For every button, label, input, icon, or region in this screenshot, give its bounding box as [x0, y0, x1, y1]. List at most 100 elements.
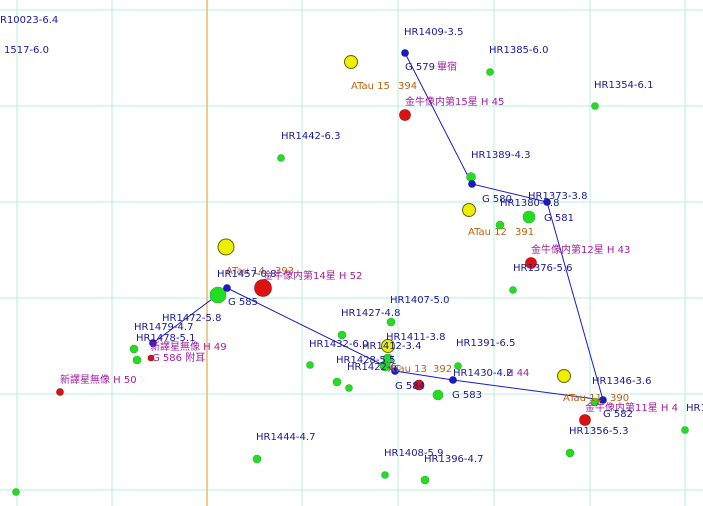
star-marker-green-18[interactable] — [432, 389, 444, 401]
star-marker-red-5[interactable] — [147, 354, 155, 362]
star-label-hr: R10023-6.4 — [0, 15, 58, 26]
star-label-hr: HR1430-4.2 — [453, 368, 512, 379]
star-label-chinese: G 586 附耳 — [152, 351, 205, 364]
star-label-hr: HR1356-5.3 — [569, 426, 628, 437]
star-label-hr: HR1408-5.9 — [384, 448, 443, 459]
star-label-gaia: ATau 14 — [226, 266, 265, 277]
star-label-hr: HR1409-3.5 — [404, 27, 463, 38]
star-marker-green-10[interactable] — [129, 344, 139, 354]
star-label-chinese: 畢宿 — [437, 60, 457, 73]
star-marker-green-7[interactable] — [209, 286, 227, 304]
star-marker-blue-3[interactable] — [223, 284, 231, 292]
star-marker-green-16[interactable] — [332, 377, 342, 387]
star-marker-green-11[interactable] — [132, 355, 142, 365]
star-label-g: G 584 — [395, 381, 425, 392]
star-label-hr: HR1411-3.8 — [386, 332, 445, 343]
star-marker-green-12[interactable] — [306, 361, 314, 369]
star-label-hr: HR1380-4.8 — [500, 198, 559, 209]
star-label-hr: HR1373-3.8 — [528, 191, 587, 202]
star-marker-green-20[interactable] — [681, 426, 689, 434]
star-marker-green-5[interactable] — [522, 210, 536, 224]
star-marker-green-23[interactable] — [381, 471, 389, 479]
star-label-gaia: ATau 15 — [351, 81, 390, 92]
star-label-hr: HR1407-5.0 — [390, 295, 449, 306]
star-label-hr: HR1432-6.0 — [309, 339, 368, 350]
star-label-hr: 1517-6.0 — [4, 45, 49, 56]
star-label-g: G 580 — [482, 194, 512, 205]
star-label-chinese: 金牛像内第11星 H 4 — [585, 401, 678, 414]
star-marker-green-6[interactable] — [509, 286, 517, 294]
star-marker-yellow-3[interactable] — [381, 339, 395, 353]
star-label-hr: HR1422-6 — [347, 362, 397, 373]
star-label-chinese: 新譯星無像 H 50 — [60, 373, 137, 386]
star-label-chinese: 金牛像内第15星 H 45 — [405, 95, 504, 108]
star-marker-blue-0[interactable] — [401, 49, 409, 57]
star-marker-green-19[interactable] — [590, 397, 600, 407]
star-marker-green-25[interactable] — [12, 488, 20, 496]
star-label-gaia: 391 — [515, 227, 534, 238]
star-marker-red-1[interactable] — [525, 257, 537, 269]
star-marker-green-17[interactable] — [345, 384, 353, 392]
star-marker-red-2[interactable] — [254, 279, 272, 297]
star-label-hr: HR1444-4.7 — [256, 432, 315, 443]
star-label-gaia: 392 — [433, 364, 452, 375]
star-labels: R10023-6.4 1517-6.0 HR1409-3.5 HR1385-6.0 G … — [0, 15, 703, 465]
star-marker-yellow-2[interactable] — [217, 238, 235, 256]
star-label-gaia: 394 — [398, 81, 417, 92]
star-marker-red-3[interactable] — [413, 379, 425, 391]
star-marker-blue-2[interactable] — [543, 198, 551, 206]
star-label-hr: HR1376-5.6 — [513, 263, 572, 274]
star-marker-blue-5[interactable] — [391, 367, 399, 375]
star-label-hr: HR1457-0.8 — [217, 269, 276, 280]
star-marker-yellow-1[interactable] — [462, 203, 476, 217]
star-label-g: G 579 — [405, 62, 435, 73]
star-marker-yellow-0[interactable] — [344, 55, 358, 69]
star-label-chinese: 金牛像内第12星 H 43 — [531, 243, 630, 256]
star-label-hr: HR1389-4.3 — [471, 150, 530, 161]
star-marker-green-1[interactable] — [591, 102, 599, 110]
star-marker-blue-6[interactable] — [449, 376, 457, 384]
star-label-hr: HR1391-6.5 — [456, 338, 515, 349]
star-label-hr: HR1354-6.1 — [594, 80, 653, 91]
star-marker-green-14[interactable] — [382, 353, 394, 365]
star-label-hr: HR1472-5.8 — [162, 313, 221, 324]
star-label-gaia: 390 — [610, 393, 629, 404]
star-marker-blue-4[interactable] — [149, 339, 157, 347]
star-label-g: G 582 — [603, 409, 633, 420]
star-label-chinese: 新譯星無像 H 49 — [150, 340, 227, 353]
star-label-hr: HR1428-5.5 — [336, 355, 395, 366]
star-marker-green-8[interactable] — [386, 317, 396, 327]
star-label-g: G 583 — [452, 390, 482, 401]
star-label-chinese: H 44 — [506, 368, 529, 379]
star-marker-green-24[interactable] — [420, 475, 430, 485]
star-label-hr: HR1427-4.8 — [341, 308, 400, 319]
star-marker-green-15[interactable] — [454, 362, 462, 370]
star-label-hr: HR1442-6.3 — [281, 131, 340, 142]
star-marker-red-0[interactable] — [399, 109, 411, 121]
star-label-g: G 581 — [544, 213, 574, 224]
star-marker-green-0[interactable] — [486, 68, 494, 76]
star-marker-blue-7[interactable] — [599, 396, 607, 404]
star-marker-green-21[interactable] — [252, 454, 262, 464]
star-label-hr: HR1396-4.7 — [424, 454, 483, 465]
star-label-gaia: ATau 11 — [563, 393, 602, 404]
star-label-hr: HR1479-4.7 — [134, 322, 193, 333]
star-label-gaia: ATau 13 — [388, 364, 427, 375]
star-marker-yellow-4[interactable] — [557, 369, 571, 383]
star-marker-blue-1[interactable] — [468, 180, 476, 188]
star-marker-green-4[interactable] — [495, 220, 505, 230]
star-marker-red-4[interactable] — [579, 414, 591, 426]
stars — [12, 49, 689, 496]
star-marker-red-6[interactable] — [56, 388, 64, 396]
star-label-gaia: 393 — [275, 266, 294, 277]
star-marker-green-2[interactable] — [277, 154, 285, 162]
star-label-hr: HR1346-3.6 — [592, 376, 651, 387]
star-marker-green-3[interactable] — [466, 172, 476, 182]
asterism-line-0 — [404, 52, 604, 401]
star-label-chinese: 金牛像内第14星 H 52 — [263, 269, 362, 282]
star-marker-green-22[interactable] — [565, 448, 575, 458]
star-label-hr: HR1412-3.4 — [362, 341, 421, 352]
star-marker-green-9[interactable] — [337, 330, 347, 340]
